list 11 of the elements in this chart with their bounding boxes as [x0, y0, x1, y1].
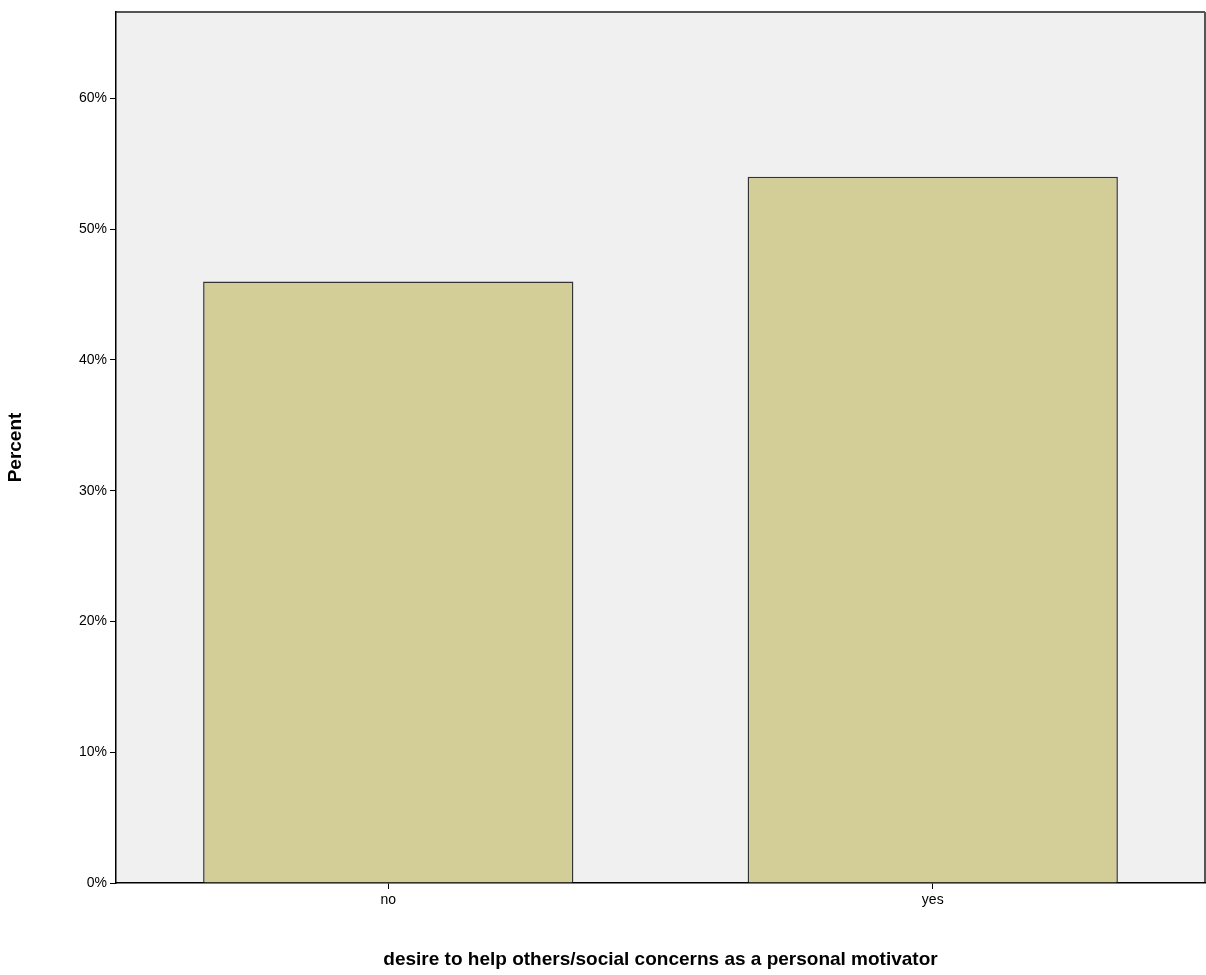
y-axis-title: Percent — [3, 411, 25, 483]
y-tick-label: 50% — [78, 219, 107, 236]
x-axis-title: desire to help others/social concerns as a personal motivator — [383, 947, 939, 969]
x-tick-label: no — [380, 891, 397, 908]
y-tick-label: 10% — [78, 743, 107, 760]
y-tick-label: 60% — [78, 89, 107, 106]
x-tick-label: yes — [921, 891, 944, 908]
y-tick-label: 0% — [86, 873, 107, 890]
y-tick-label: 30% — [78, 481, 107, 498]
y-tick-label: 20% — [78, 612, 107, 629]
y-tick-label: 40% — [78, 350, 107, 367]
